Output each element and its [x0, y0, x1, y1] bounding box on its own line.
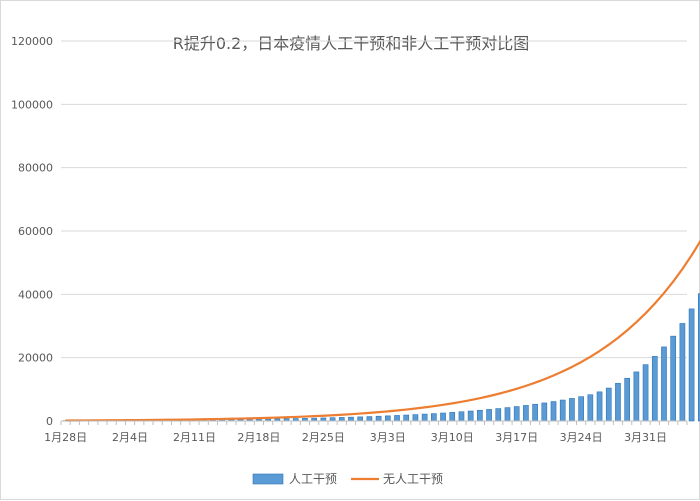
bar	[688, 308, 695, 422]
bar	[578, 396, 584, 422]
bar	[449, 412, 456, 422]
bar	[513, 406, 520, 422]
bar	[403, 414, 410, 422]
line-series	[65, 239, 700, 422]
y-tick-label: 60000	[18, 225, 53, 238]
bar	[670, 335, 677, 422]
y-tick-label: 80000	[18, 162, 53, 175]
bar	[458, 411, 465, 422]
y-tick-label: 20000	[18, 352, 53, 365]
bar	[651, 356, 658, 422]
x-tick-label: 3月10日	[431, 431, 474, 444]
bar	[569, 398, 575, 422]
bar	[421, 413, 428, 422]
bar	[605, 387, 612, 422]
bar	[559, 399, 566, 422]
bar	[615, 383, 621, 422]
bar	[338, 417, 345, 422]
x-tick-label: 3月3日	[370, 431, 406, 444]
legend: 人工干预 无人工干预	[252, 472, 443, 486]
line-path	[65, 239, 700, 422]
bar	[679, 323, 686, 422]
bar	[440, 412, 446, 422]
bar	[384, 415, 391, 422]
bar	[504, 407, 511, 422]
bar	[366, 416, 373, 422]
bar	[697, 293, 700, 422]
legend-label-line: 无人工干预	[383, 472, 443, 486]
bar	[412, 414, 419, 422]
x-tick-label: 2月25日	[302, 431, 345, 444]
y-tick-label: 0	[46, 415, 53, 428]
bar	[532, 403, 538, 422]
x-tick-label: 1月28日	[44, 431, 87, 444]
bar	[633, 371, 640, 422]
y-tick-label: 100000	[11, 98, 53, 111]
bar	[375, 415, 382, 422]
bar	[486, 409, 492, 422]
y-tick-label: 40000	[18, 288, 53, 301]
bar	[661, 346, 667, 422]
x-tick-label: 2月4日	[112, 431, 148, 444]
bar	[541, 402, 548, 422]
bar	[431, 413, 437, 422]
bar	[348, 416, 354, 422]
x-tick-label: 2月18日	[237, 431, 280, 444]
bar	[477, 409, 483, 422]
bar	[467, 410, 474, 422]
x-tick-label: 3月17日	[495, 431, 538, 444]
x-tick-label: 2月11日	[173, 431, 216, 444]
legend-label-bar: 人工干预	[289, 472, 337, 486]
x-tick-label: 3月24日	[560, 431, 603, 444]
bar	[624, 377, 630, 422]
bar	[357, 416, 364, 422]
chart-title: R提升0.2，日本疫情人工干预和非人工干预对比图	[173, 34, 530, 53]
bar	[495, 408, 502, 422]
bar	[596, 391, 603, 422]
bar	[642, 364, 649, 422]
bar	[523, 405, 529, 422]
bar	[550, 401, 557, 422]
gridlines	[61, 40, 687, 359]
y-tick-label: 120000	[11, 35, 53, 48]
bar	[587, 394, 594, 422]
legend-swatch-bar	[252, 473, 284, 485]
bar	[394, 415, 400, 422]
axes: 0 20000 40000 60000 80000 100000 120000 1月28日 2月…	[11, 35, 688, 444]
x-tick-label: 3月31日	[624, 431, 667, 444]
